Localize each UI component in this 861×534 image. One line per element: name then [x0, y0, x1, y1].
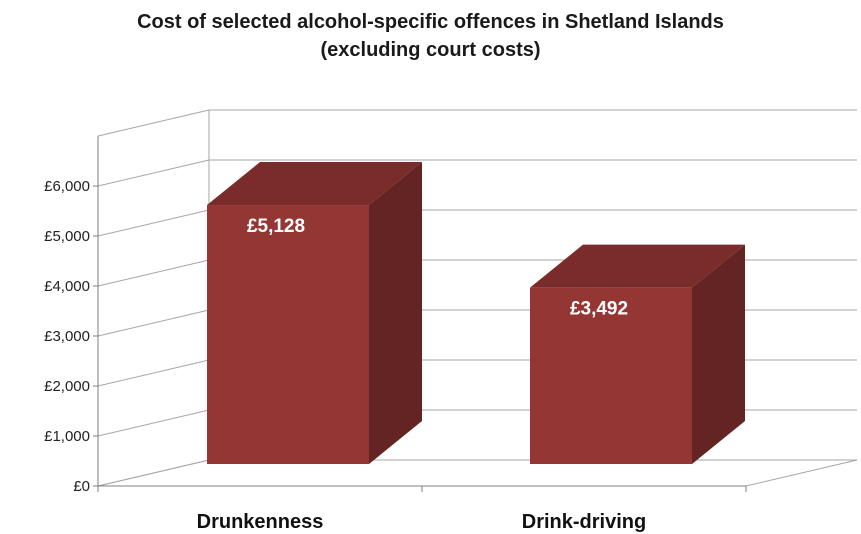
bar-side [369, 162, 422, 464]
bar-side [692, 244, 745, 464]
side-gridline [97, 359, 210, 387]
side-gridline [97, 159, 210, 187]
side-gridline [97, 409, 210, 437]
y-tick-label: £6,000 [44, 178, 90, 195]
side-gridline [97, 109, 210, 137]
y-tick-label: £3,000 [44, 328, 90, 345]
y-tick-label: £0 [73, 478, 90, 495]
chart-title: Cost of selected alcohol-specific offenc… [0, 8, 861, 64]
side-gridline [97, 459, 210, 487]
bar-data-label: £3,492 [570, 299, 628, 320]
y-tick-label: £2,000 [44, 378, 90, 395]
bar [530, 287, 692, 464]
x-category-label: Drunkenness [197, 511, 324, 533]
bar-top [207, 162, 422, 206]
chart-title-line1: Cost of selected alcohol-specific offenc… [137, 11, 724, 33]
side-gridline [97, 309, 210, 337]
side-gridline [97, 209, 210, 237]
chart-subtitle: (excluding court costs) [320, 39, 541, 61]
x-category-label: Drink-driving [522, 511, 646, 533]
y-tick-label: £1,000 [44, 428, 90, 445]
side-gridline [97, 259, 210, 287]
bar-data-label: £5,128 [247, 216, 305, 237]
y-tick-label: £4,000 [44, 278, 90, 295]
bar [207, 205, 369, 464]
y-tick-label: £5,000 [44, 228, 90, 245]
bar-top [530, 244, 745, 288]
